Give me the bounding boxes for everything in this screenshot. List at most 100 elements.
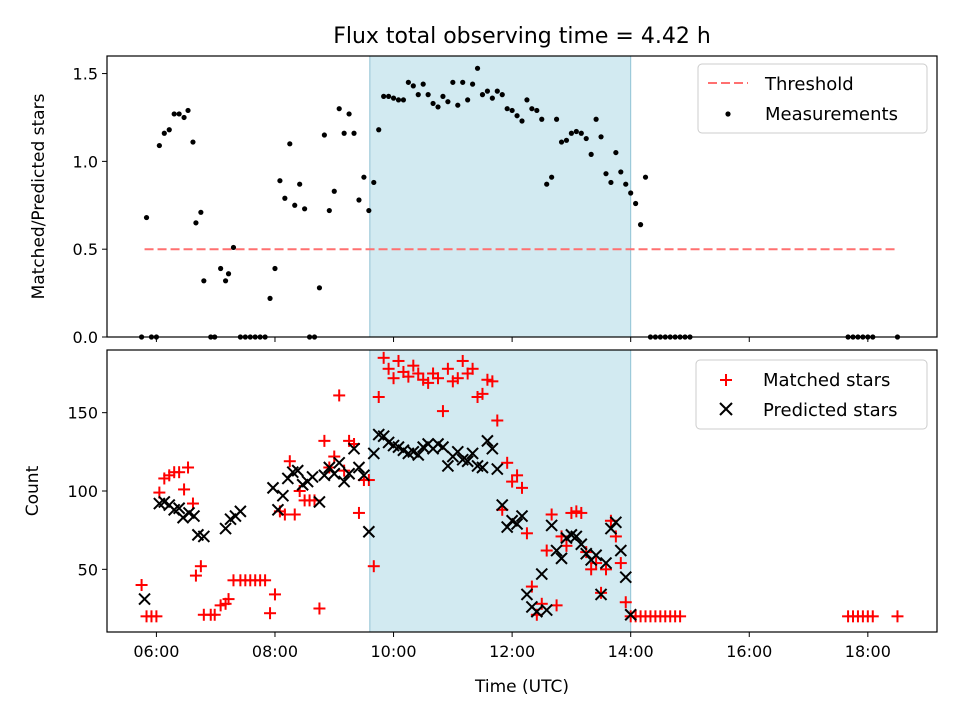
bottom-xlabel: Time (UTC) — [474, 677, 569, 697]
legend-threshold-label: Threshold — [764, 74, 854, 95]
measurement-point — [361, 174, 367, 180]
matched-point — [264, 607, 277, 620]
measurement-point — [292, 202, 298, 208]
predicted-point — [357, 469, 371, 482]
matched-point — [173, 466, 186, 479]
matched-point — [402, 370, 415, 383]
matched-point — [150, 610, 163, 623]
predicted-point — [318, 469, 331, 482]
matched-point — [387, 372, 400, 385]
measurement-point — [198, 209, 204, 215]
measurement-point — [623, 181, 629, 187]
predicted-point — [219, 522, 232, 535]
predicted-point — [535, 567, 548, 581]
measurement-point — [489, 95, 495, 101]
matched-point — [674, 610, 687, 623]
measurement-point — [316, 285, 323, 291]
measurement-point — [225, 271, 232, 277]
matched-point — [866, 610, 879, 623]
measurement-point — [509, 107, 515, 114]
matched-point — [367, 560, 380, 573]
predicted-point — [328, 467, 341, 480]
measurement-point — [588, 151, 594, 157]
matched-point — [412, 367, 425, 380]
measurement-point — [190, 139, 196, 145]
measurement-point — [504, 106, 510, 112]
measurement-point — [479, 92, 486, 98]
matched-point — [318, 434, 331, 447]
measurement-point — [166, 127, 172, 133]
matched-point — [407, 359, 420, 372]
measurement-point — [484, 88, 491, 94]
predicted-point — [276, 489, 290, 502]
matched-points — [135, 351, 904, 623]
measurement-point — [455, 102, 461, 108]
predicted-point — [555, 552, 568, 565]
matched-point — [178, 483, 191, 496]
measurement-point — [222, 278, 229, 284]
measurement-point — [277, 178, 283, 184]
measurement-point — [578, 130, 584, 136]
measurement-point — [143, 214, 150, 221]
predicted-point — [266, 481, 280, 495]
bottom-ytick-label: 150 — [67, 404, 98, 423]
measurement-point — [435, 104, 441, 110]
matched-point — [283, 455, 296, 468]
bottom-axes-frame — [106, 349, 938, 633]
matched-point — [372, 391, 385, 403]
matched-point — [501, 456, 514, 469]
matched-point — [259, 574, 272, 587]
matched-point — [208, 608, 221, 621]
matched-point — [352, 506, 365, 519]
predicted-point — [515, 509, 529, 523]
measurement-point — [410, 83, 416, 89]
bottom-xtick-label: 12:00 — [489, 642, 535, 661]
matched-point — [392, 354, 405, 367]
predicted-point — [352, 461, 366, 474]
measurement-point — [341, 130, 347, 136]
measurement-point — [351, 130, 357, 136]
predicted-point — [496, 498, 509, 512]
matched-point — [614, 557, 627, 570]
bottom-xtick-label: 06:00 — [133, 642, 179, 661]
predicted-point — [599, 556, 613, 570]
predicted-point — [138, 592, 151, 606]
measurement-point — [573, 128, 579, 135]
measurement-point — [440, 93, 446, 99]
measurement-point — [420, 81, 426, 87]
matched-point — [182, 461, 195, 474]
legend-predicted-label: Predicted stars — [763, 400, 897, 421]
matched-point — [194, 560, 207, 573]
measurement-point — [381, 93, 387, 99]
measurement-point — [637, 222, 644, 228]
measurement-point — [356, 197, 362, 203]
matched-point — [333, 389, 346, 402]
legend-measurements-swatch — [725, 111, 731, 117]
top-ytick-label: 1.0 — [73, 152, 98, 171]
matched-point — [451, 372, 464, 385]
predicted-point — [609, 516, 623, 529]
predicted-point — [271, 503, 285, 517]
measurement-point — [568, 130, 575, 136]
measurement-point — [161, 130, 167, 136]
predicted-point — [545, 519, 558, 532]
predicted-point — [619, 570, 632, 584]
predicted-point — [594, 588, 608, 601]
predicted-point — [367, 447, 380, 460]
predicted-points — [138, 428, 637, 621]
measurement-point — [539, 116, 545, 122]
predicted-point — [491, 462, 504, 476]
bottom-ylabel: Count — [23, 465, 43, 516]
matched-point — [441, 362, 454, 375]
predicted-point — [234, 505, 247, 518]
measurement-point — [553, 116, 560, 122]
measurement-point — [405, 79, 411, 85]
measurement-point — [519, 118, 525, 124]
predicted-point — [466, 447, 479, 460]
legend-measurements-label: Measurements — [765, 104, 898, 125]
measurement-point — [474, 65, 481, 71]
predicted-point — [461, 455, 474, 468]
measurement-point — [321, 132, 327, 138]
matched-point — [436, 405, 449, 418]
